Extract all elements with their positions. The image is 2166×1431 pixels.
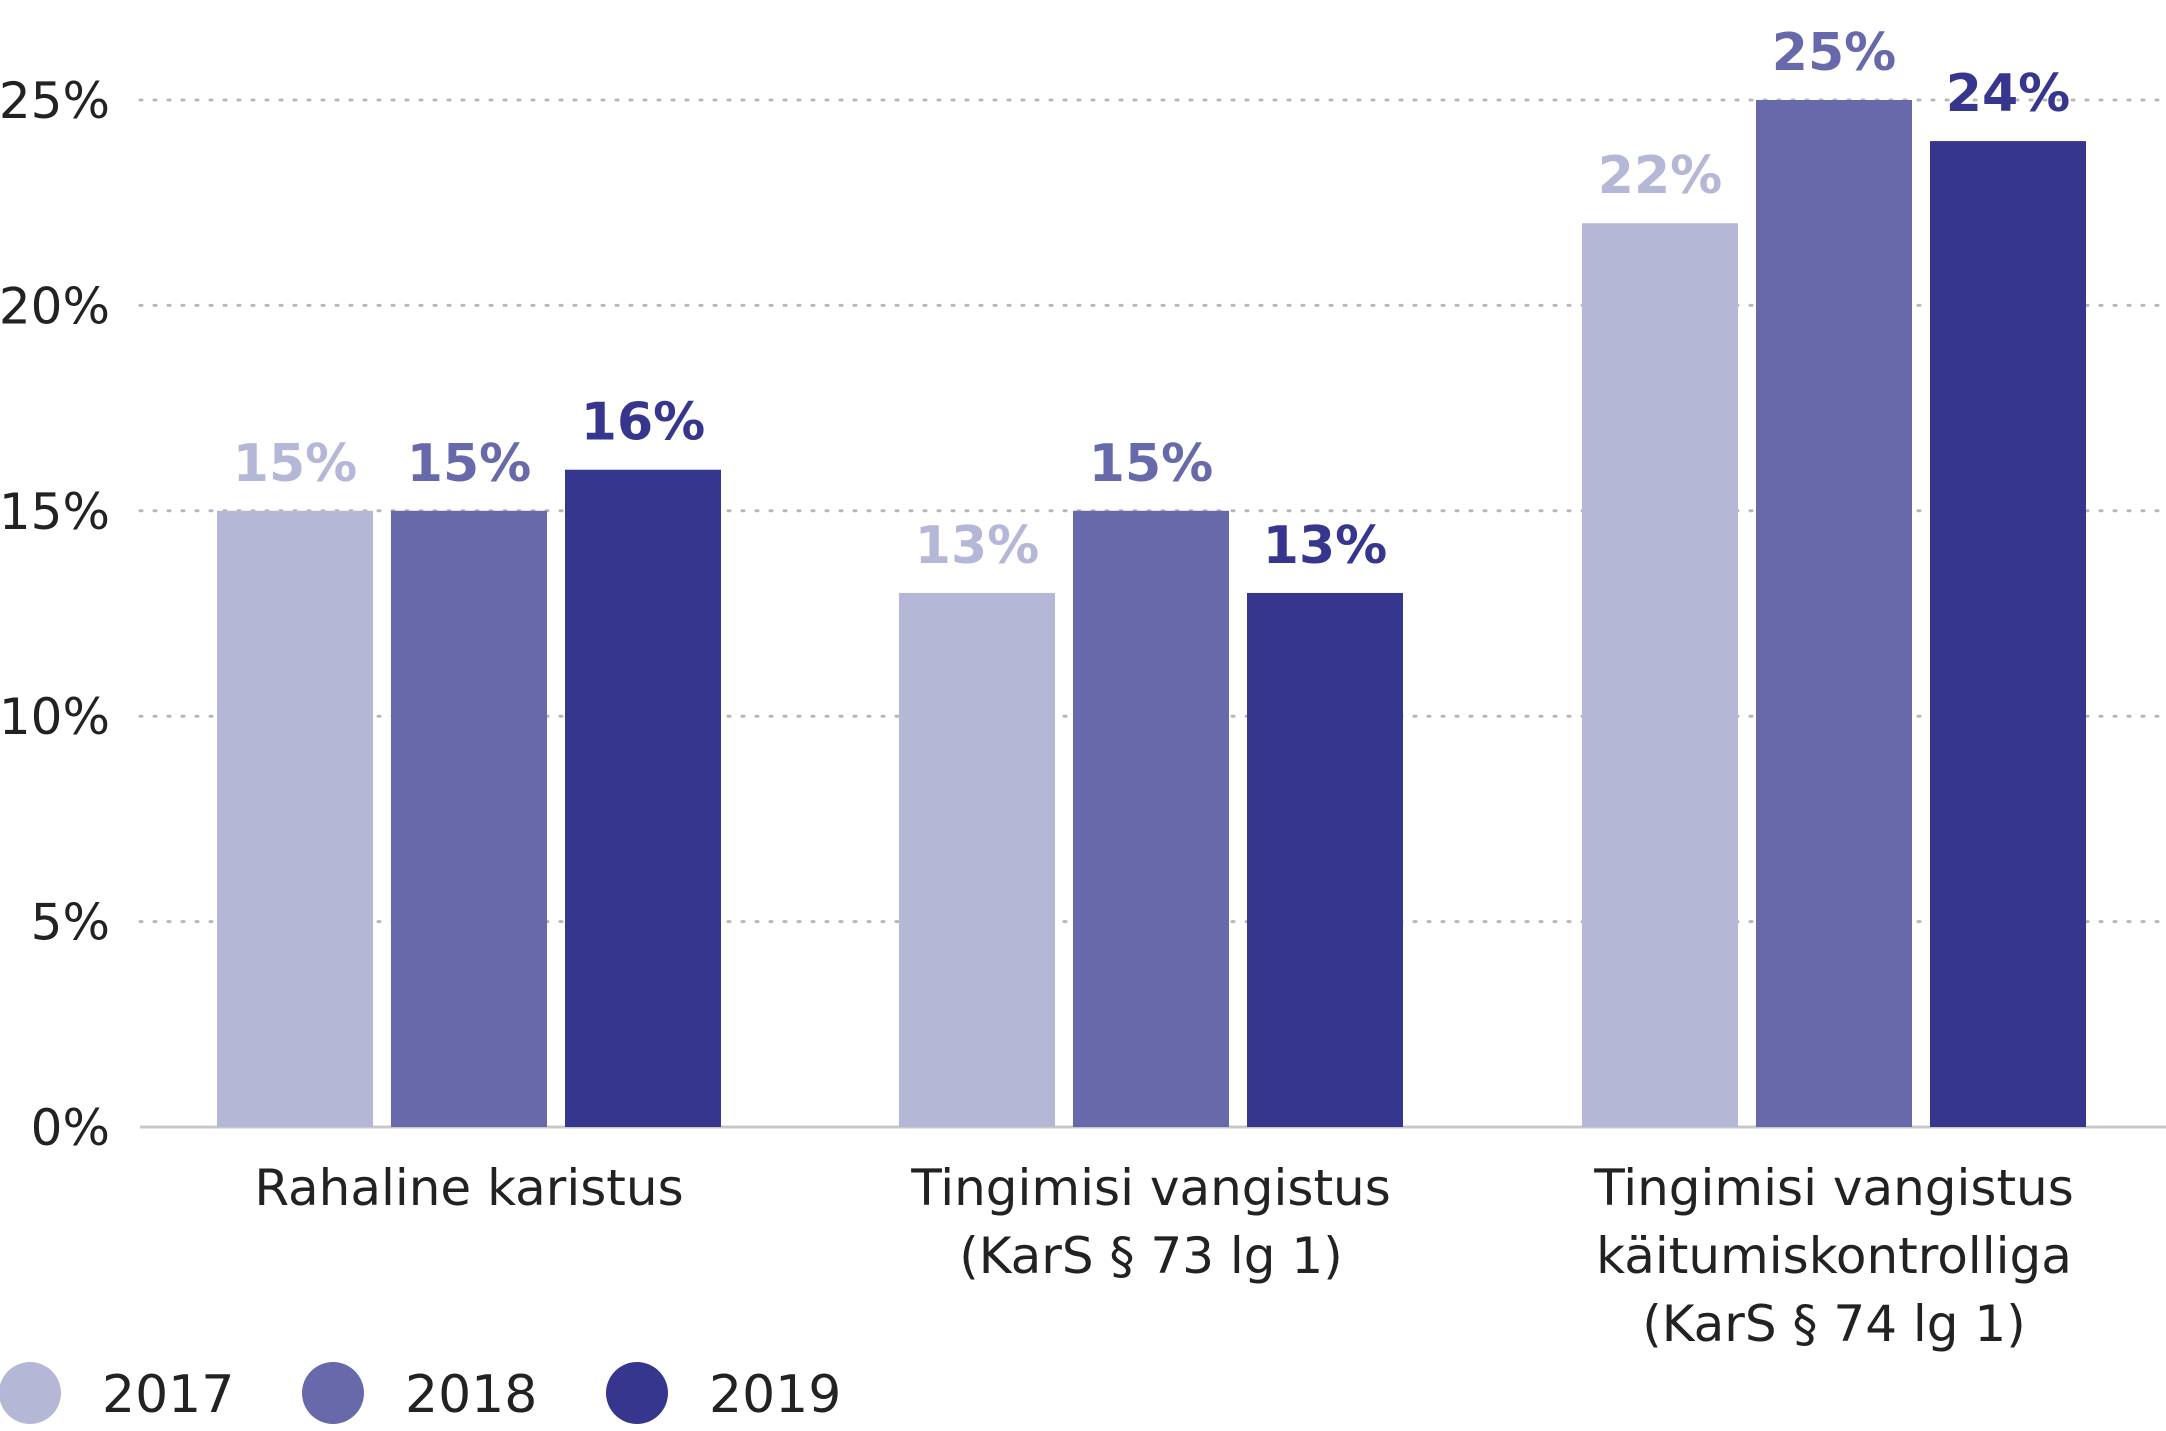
y-tick-label: 5%	[31, 894, 110, 952]
x-category-label: (KarS § 74 lg 1)	[1642, 1295, 2026, 1353]
bar-2018-1	[391, 510, 547, 1127]
bar-2018-3	[1756, 100, 1912, 1127]
bar-2019-1	[565, 469, 721, 1128]
x-category-label: Tingimisi vangistus	[1593, 1159, 2074, 1217]
x-category-label: Rahaline karistus	[254, 1159, 683, 1217]
data-label: 24%	[1946, 64, 2070, 124]
legend-swatch-2017	[0, 1362, 61, 1424]
data-label: 22%	[1598, 146, 1722, 206]
bar-2017-1	[217, 510, 373, 1127]
bars	[217, 100, 2086, 1128]
x-category-label: käitumiskontrolliga	[1596, 1227, 2072, 1285]
y-tick-label: 20%	[0, 277, 110, 335]
data-label: 13%	[915, 516, 1039, 576]
y-tick-label: 10%	[0, 688, 110, 746]
data-label: 15%	[407, 434, 531, 494]
legend-swatch-2019	[606, 1362, 668, 1424]
y-tick-label: 25%	[0, 72, 110, 130]
legend-label: 2017	[102, 1365, 234, 1425]
legend-label: 2019	[709, 1365, 841, 1425]
data-labels: 15% 13% 22% 15% 15% 25% 16% 13% 24%	[233, 23, 2070, 576]
data-label: 16%	[581, 393, 705, 453]
y-tick-label: 0%	[31, 1099, 110, 1157]
legend: 2017 2018 2019	[0, 1362, 841, 1425]
bar-2019-3	[1930, 141, 2086, 1127]
bar-2019-2	[1247, 592, 1403, 1127]
bar-2018-2	[1073, 510, 1229, 1127]
data-label: 25%	[1772, 23, 1896, 83]
legend-label: 2018	[405, 1365, 537, 1425]
data-label: 15%	[233, 434, 357, 494]
legend-swatch-2018	[302, 1362, 364, 1424]
x-category-label: (KarS § 73 lg 1)	[959, 1227, 1343, 1285]
x-axis: Rahaline karistus Tingimisi vangistus (Kar…	[254, 1159, 2073, 1353]
data-label: 15%	[1089, 434, 1213, 494]
data-label: 13%	[1263, 516, 1387, 576]
bar-2017-2	[899, 592, 1055, 1127]
y-tick-label: 15%	[0, 483, 110, 541]
bar-2017-3	[1582, 223, 1738, 1128]
x-category-label: Tingimisi vangistus	[910, 1159, 1391, 1217]
